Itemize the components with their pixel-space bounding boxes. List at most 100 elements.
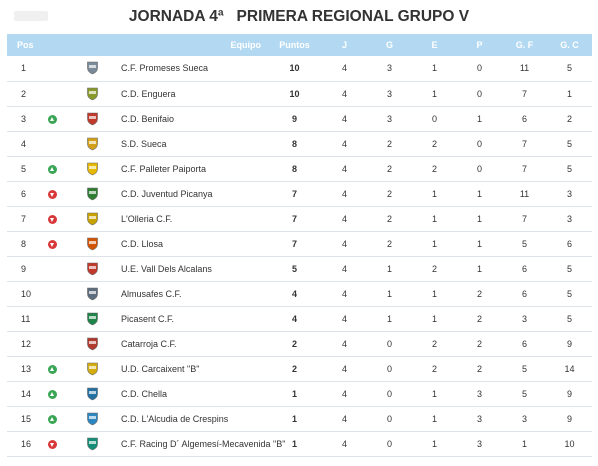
team-name[interactable]: C.F. Racing D´ Algemesí-Mecavenida "B" <box>117 431 285 457</box>
olleria-crest-icon <box>86 212 98 225</box>
table-row[interactable]: 11 Picasent C.F. 4 4 1 1 2 3 5 <box>7 306 592 332</box>
played-cell: 4 <box>322 331 367 357</box>
table-row[interactable]: 9 U.E. Vall Dels Alcalans 5 4 1 2 1 6 5 <box>7 256 592 282</box>
lost-cell: 0 <box>457 81 502 107</box>
trend-cell <box>37 256 67 282</box>
goals-against-cell: 5 <box>547 256 592 282</box>
header-pos[interactable]: Pos <box>17 40 34 50</box>
team-name[interactable]: C.F. Promeses Sueca <box>117 56 267 82</box>
table-row[interactable]: 13 U.D. Carcaixent "B" 2 4 0 2 2 5 14 <box>7 356 592 382</box>
header-played[interactable]: J <box>341 40 347 50</box>
position-cell: 3 <box>7 106 37 132</box>
table-row[interactable]: 5 C.F. Palleter Paiporta 8 4 2 2 0 7 5 <box>7 156 592 182</box>
table-row[interactable]: 10 Almusafes C.F. 4 4 1 1 2 6 5 <box>7 281 592 307</box>
shield-cell <box>67 81 117 107</box>
trend-cell <box>37 131 67 157</box>
drawn-cell: 2 <box>412 156 457 182</box>
promeses-sueca-crest-icon <box>86 61 98 75</box>
header-goals-for[interactable]: G. F <box>515 40 534 50</box>
goals-against-cell: 9 <box>547 406 592 432</box>
goals-for-cell: 6 <box>502 281 547 307</box>
points-cell: 7 <box>267 181 322 207</box>
lost-cell: 0 <box>457 56 502 82</box>
position-cell: 11 <box>7 306 37 332</box>
drawn-cell: 2 <box>412 356 457 382</box>
table-row[interactable]: 4 S.D. Sueca 8 4 2 2 0 7 5 <box>7 131 592 157</box>
team-name[interactable]: L'Olleria C.F. <box>117 206 267 232</box>
position-cell: 5 <box>7 156 37 182</box>
won-cell: 0 <box>367 331 412 357</box>
almussafes-crest-icon <box>86 287 98 300</box>
team-name[interactable]: U.E. Vall Dels Alcalans <box>117 256 267 282</box>
goals-for-cell: 7 <box>502 156 547 182</box>
table-row[interactable]: 16 C.F. Racing D´ Algemesí-Mecavenida "B"… <box>7 431 592 457</box>
goals-for-cell: 7 <box>502 81 547 107</box>
won-cell: 1 <box>367 281 412 307</box>
team-name[interactable]: C.D. Benifaio <box>117 106 267 132</box>
points-cell: 10 <box>267 56 322 82</box>
points-cell: 9 <box>267 106 322 132</box>
team-name[interactable]: C.D. Llosa <box>117 231 267 257</box>
team-name[interactable]: Catarroja C.F. <box>117 331 267 357</box>
goals-against-cell: 10 <box>547 431 592 457</box>
goals-against-cell: 1 <box>547 81 592 107</box>
table-row[interactable]: 8 C.D. Llosa 7 4 2 1 1 5 6 <box>7 231 592 257</box>
points-cell: 7 <box>267 231 322 257</box>
trend-cell <box>37 181 67 207</box>
table-row[interactable]: 12 Catarroja C.F. 2 4 0 2 2 6 9 <box>7 331 592 357</box>
table-row[interactable]: 15 C.D. L'Alcudia de Crespins 1 4 0 1 3 3 9 <box>7 406 592 432</box>
header-goals-against[interactable]: G. C <box>560 40 579 50</box>
played-cell: 4 <box>322 206 367 232</box>
table-row[interactable]: 1 C.F. Promeses Sueca 10 4 3 1 0 11 5 <box>7 56 592 82</box>
llosa-crest-icon <box>86 237 98 250</box>
goals-for-cell: 7 <box>502 131 547 157</box>
position-cell: 14 <box>7 381 37 407</box>
lost-cell: 0 <box>457 131 502 157</box>
goals-against-cell: 5 <box>547 131 592 157</box>
header-lost[interactable]: P <box>476 40 483 50</box>
arrow-up-icon <box>47 414 57 424</box>
table-row[interactable]: 6 C.D. Juventud Picanya 7 4 2 1 1 11 3 <box>7 181 592 207</box>
sueca-crest-icon <box>86 137 98 150</box>
played-cell: 4 <box>322 231 367 257</box>
played-cell: 4 <box>322 431 367 457</box>
goals-against-cell: 5 <box>547 56 592 82</box>
palleter-crest-icon <box>86 162 98 175</box>
header-won[interactable]: G <box>385 40 393 50</box>
won-cell: 0 <box>367 431 412 457</box>
table-row[interactable]: 2 C.D. Enguera 10 4 3 1 0 7 1 <box>7 81 592 107</box>
header-drawn[interactable]: E <box>431 40 438 50</box>
won-cell: 2 <box>367 156 412 182</box>
team-name[interactable]: S.D. Sueca <box>117 131 267 157</box>
team-name[interactable]: C.D. L'Alcudia de Crespins <box>117 406 267 432</box>
position-cell: 10 <box>7 281 37 307</box>
standings-table: Pos Equipo Puntos J G E P G. F G. C 1 C.F… <box>7 34 592 457</box>
drawn-cell: 1 <box>412 231 457 257</box>
won-cell: 2 <box>367 131 412 157</box>
goals-against-cell: 9 <box>547 381 592 407</box>
played-cell: 4 <box>322 106 367 132</box>
trend-cell <box>37 431 67 457</box>
team-name[interactable]: C.D. Juventud Picanya <box>117 181 267 207</box>
table-row[interactable]: 7 L'Olleria C.F. 7 4 2 1 1 7 3 <box>7 206 592 232</box>
points-cell: 1 <box>267 406 322 432</box>
team-name[interactable]: Picasent C.F. <box>117 306 267 332</box>
team-name[interactable]: C.D. Chella <box>117 381 267 407</box>
table-row[interactable]: 3 C.D. Benifaio 9 4 3 0 1 6 2 <box>7 106 592 132</box>
won-cell: 0 <box>367 406 412 432</box>
header-team[interactable]: Equipo <box>230 40 262 50</box>
won-cell: 3 <box>367 56 412 82</box>
team-name[interactable]: U.D. Carcaixent "B" <box>117 356 267 382</box>
table-row[interactable]: 14 C.D. Chella 1 4 0 1 3 5 9 <box>7 381 592 407</box>
drawn-cell: 1 <box>412 381 457 407</box>
shield-cell <box>67 306 117 332</box>
team-name[interactable]: Almusafes C.F. <box>117 281 267 307</box>
chella-crest-icon <box>86 387 98 400</box>
points-cell: 4 <box>267 306 322 332</box>
position-cell: 8 <box>7 231 37 257</box>
drawn-cell: 1 <box>412 306 457 332</box>
header-shield <box>67 34 117 56</box>
header-points[interactable]: Puntos <box>279 40 310 50</box>
team-name[interactable]: C.D. Enguera <box>117 81 267 107</box>
team-name[interactable]: C.F. Palleter Paiporta <box>117 156 267 182</box>
